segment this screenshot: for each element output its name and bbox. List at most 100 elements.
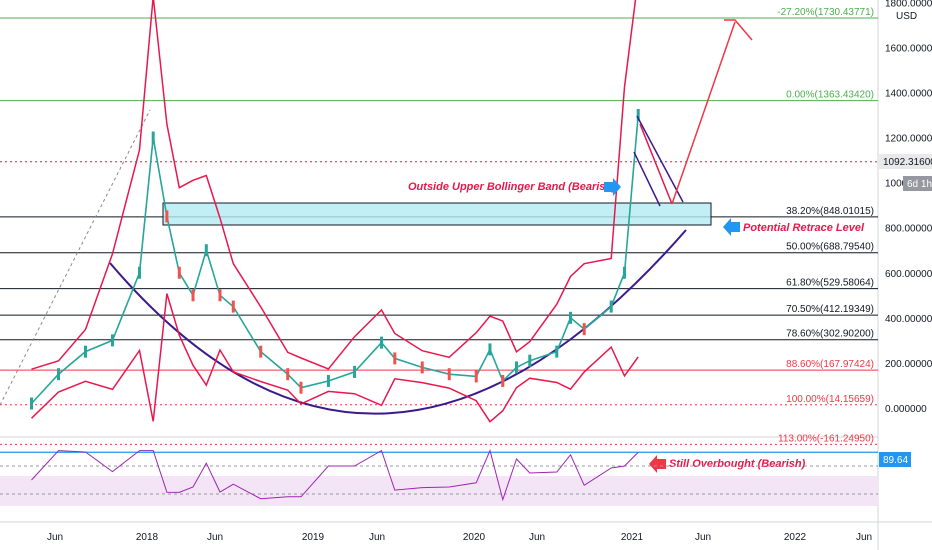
fib-label: 113.00%(-161.24950) bbox=[778, 433, 874, 444]
price-candle bbox=[299, 381, 303, 394]
rsi-tag-bg[interactable] bbox=[879, 452, 911, 467]
price-candle bbox=[488, 343, 492, 356]
fib-label: 88.60%(167.97424) bbox=[786, 359, 874, 370]
price-series bbox=[30, 108, 640, 410]
price-candle bbox=[137, 266, 141, 279]
channel-lower bbox=[633, 151, 661, 207]
rsi-band bbox=[0, 476, 878, 506]
price-candle bbox=[326, 374, 330, 387]
price-candle bbox=[83, 345, 87, 358]
annotation-outside-band: Outside Upper Bollinger Band (Bearish) bbox=[408, 181, 616, 193]
fib-label: 50.00%(688.79540) bbox=[786, 242, 874, 253]
y-tick-label: 0.000000 bbox=[885, 404, 927, 415]
x-tick-label: Jun bbox=[369, 532, 385, 543]
price-candle bbox=[177, 266, 181, 279]
price-candle bbox=[110, 334, 114, 347]
fib-label: -27.20%(1730.43771) bbox=[777, 7, 874, 18]
fib-label: 0.00%(1363.43420) bbox=[786, 90, 874, 101]
channel-upper bbox=[636, 115, 684, 203]
price-candle bbox=[286, 368, 290, 381]
price-candle bbox=[353, 365, 357, 378]
x-tick-label: Jun bbox=[529, 532, 545, 543]
price-candle bbox=[636, 108, 640, 121]
price-line bbox=[30, 114, 639, 405]
price-candle bbox=[380, 336, 384, 349]
price-candle bbox=[151, 131, 155, 144]
arrow-right-icon bbox=[604, 178, 621, 196]
x-tick-label: Jun bbox=[47, 532, 63, 543]
price-candle bbox=[501, 374, 505, 387]
rounding-bottom-curve bbox=[109, 229, 687, 415]
retrace-zone-group bbox=[162, 202, 712, 226]
dashed-trendline bbox=[0, 109, 151, 406]
price-candle bbox=[191, 289, 195, 302]
price-candle bbox=[218, 289, 222, 302]
currency-label: USD bbox=[896, 11, 917, 22]
rsi-line bbox=[31, 449, 639, 502]
y-tick-label: 1200.000000 bbox=[885, 134, 932, 145]
price-candle bbox=[231, 300, 235, 313]
bollinger-upper bbox=[31, 0, 637, 370]
price-candle bbox=[555, 345, 559, 358]
x-tick-label: 2020 bbox=[463, 532, 486, 543]
bollinger-bands bbox=[30, 0, 639, 423]
price-candle bbox=[56, 368, 60, 381]
arrow-left-icon bbox=[723, 218, 740, 236]
channel-mid bbox=[639, 123, 673, 205]
fib-label: 70.50%(412.19349) bbox=[786, 304, 874, 315]
price-candle bbox=[30, 397, 34, 410]
price-tag-bg[interactable] bbox=[879, 154, 932, 169]
price-candle bbox=[259, 345, 263, 358]
y-tick-label: 1600.000000 bbox=[885, 43, 932, 54]
price-candle bbox=[568, 311, 572, 324]
trendline-group bbox=[0, 109, 151, 406]
projection-arrowhead bbox=[724, 19, 753, 41]
y-tick-label: 600.000000 bbox=[885, 269, 932, 280]
price-candle bbox=[165, 210, 169, 223]
x-tick-label: 2018 bbox=[136, 532, 159, 543]
x-tick-label: Jun bbox=[207, 532, 223, 543]
fib-label: 100.00%(14.15659) bbox=[786, 394, 874, 405]
descending-channel bbox=[633, 19, 753, 207]
x-tick-label: 2022 bbox=[784, 532, 807, 543]
price-axis: 1800.000000 1600.000000 1400.000000 1200.00… bbox=[885, 0, 932, 415]
price-candle bbox=[204, 244, 208, 257]
price-candle bbox=[622, 266, 626, 279]
price-candle bbox=[582, 323, 586, 336]
fib-label: 38.20%(848.01015) bbox=[786, 206, 874, 217]
fib-label: 78.60%(302.90200) bbox=[786, 329, 874, 340]
x-tick-label: Jun bbox=[695, 532, 711, 543]
y-tick-label: 200.000000 bbox=[885, 359, 932, 370]
x-tick-label: 2021 bbox=[621, 532, 644, 543]
timeframe-badge-bg[interactable] bbox=[903, 176, 932, 191]
time-axis: Jun 2018 Jun 2019 Jun 2020 Jun 2021 Jun 2022 Jun bbox=[47, 532, 872, 543]
rounding-bottom-group bbox=[109, 229, 687, 415]
price-candle bbox=[474, 370, 478, 383]
y-tick-label: 800.000000 bbox=[885, 224, 932, 235]
price-candle bbox=[515, 361, 519, 374]
annotation-overbought: Still Overbought (Bearish) bbox=[669, 458, 806, 470]
x-tick-label: 2019 bbox=[302, 532, 325, 543]
price-candle bbox=[420, 361, 424, 374]
price-tag: 1092.31600 bbox=[883, 157, 932, 168]
y-tick-label: 1400.000000 bbox=[885, 88, 932, 99]
y-tick-label: 1800.000000 bbox=[885, 0, 932, 9]
price-candle bbox=[393, 352, 397, 365]
y-tick-label: 400.000000 bbox=[885, 314, 932, 325]
timeframe-badge: 6d 1h bbox=[907, 179, 932, 190]
fib-levels: -27.20%(1730.43771) 0.00%(1363.43420) 38.2… bbox=[0, 7, 878, 445]
retrace-zone bbox=[162, 202, 712, 226]
fib-label: 61.80%(529.58064) bbox=[786, 278, 874, 289]
arrow-left-red-icon bbox=[649, 455, 666, 473]
price-candle bbox=[528, 354, 532, 367]
projection-arrow bbox=[671, 21, 736, 205]
bollinger-lower bbox=[30, 293, 639, 423]
x-tick-label: Jun bbox=[856, 532, 872, 543]
rsi-tag: 89.64 bbox=[883, 455, 908, 466]
rsi-pane bbox=[0, 449, 878, 502]
price-candle bbox=[447, 368, 451, 381]
price-candle bbox=[609, 300, 613, 313]
annotation-retrace: Potential Retrace Level bbox=[743, 222, 865, 234]
